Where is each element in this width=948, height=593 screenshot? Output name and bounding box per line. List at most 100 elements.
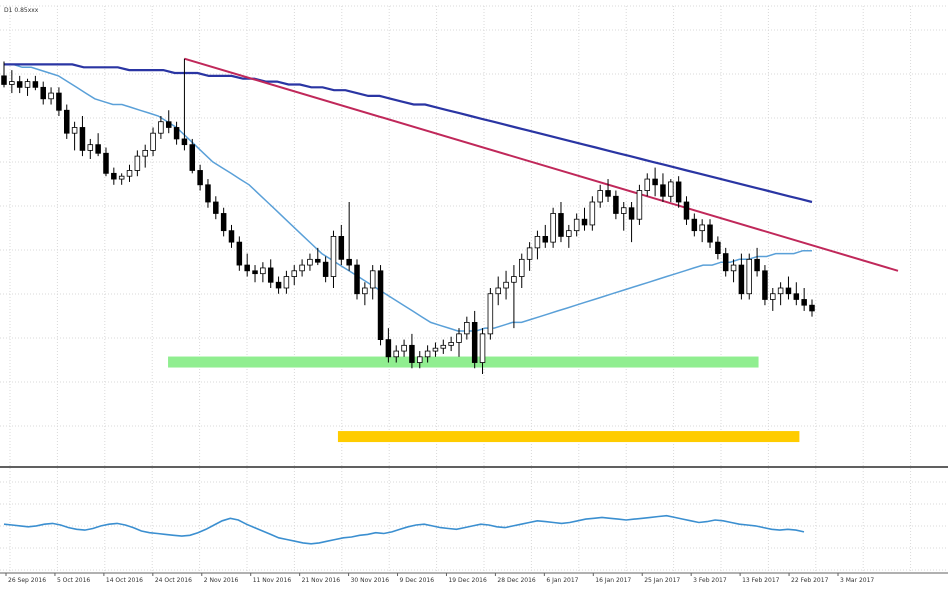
candle-body [511,276,517,283]
candle [118,173,125,185]
oscillator-line [3,514,805,545]
candle [511,265,517,329]
candle-body [550,213,556,243]
candle-body [346,258,352,266]
candle [652,167,658,197]
candle [613,190,619,220]
candle [762,265,768,306]
support-zone-yellow [337,431,800,443]
candle-body [401,344,407,352]
x-tick-label: 19 Dec 2016 [448,577,487,584]
candle-body [307,258,313,266]
candle-body [197,170,203,186]
candle [252,265,258,283]
candle-body [173,127,180,140]
candle-body [660,184,666,197]
x-tick-label: 14 Oct 2016 [106,577,143,584]
candle [385,328,392,363]
candle [597,184,603,208]
candle [205,179,211,208]
x-tick-label: 22 Feb 2017 [791,577,829,584]
candle [722,247,729,277]
candle [589,196,596,231]
candle-body [9,81,15,85]
candle-body [770,293,776,300]
candle [220,207,227,237]
candle [134,150,141,177]
candle-body [393,350,399,358]
candle [777,282,784,306]
candle-body [150,132,156,151]
candle [244,253,250,277]
candle [668,179,674,202]
candle-body [652,178,658,186]
candle [64,104,70,139]
candle-body [542,235,549,243]
candle-body [165,121,172,128]
candle [228,224,235,248]
candle-body [369,270,376,289]
candle-body [707,224,713,243]
candle-body [111,172,117,180]
candle [1,61,7,88]
x-tick-label: 28 Dec 2016 [497,577,536,584]
candle-body [330,235,337,277]
candle-body [205,184,211,203]
candle-body [605,190,611,197]
moving-average-fast-line [4,63,812,332]
x-tick-label: 16 Jan 2017 [595,577,631,584]
candle [9,70,15,94]
x-tick-label: 6 Jan 2017 [546,577,578,584]
candle [644,173,651,197]
x-tick-label: 3 Mar 2017 [840,577,874,584]
candle-body [95,144,101,154]
candle-body [142,149,148,157]
candle-body [432,347,439,352]
candle-body [809,304,815,312]
candle-body [746,258,752,295]
candle-body [479,333,486,363]
candle [471,310,478,369]
candle [142,144,148,168]
candle-body [644,178,651,191]
candle [487,288,494,340]
candle-body [189,144,196,171]
candle [111,167,117,185]
candle-body [518,258,525,277]
candle-body [252,270,258,275]
x-tick-label: 5 Oct 2016 [57,577,90,584]
candle [550,207,556,248]
candle [48,87,54,105]
candle [158,116,164,139]
candle [432,342,439,357]
x-tick-label: 30 Nov 2016 [351,577,390,584]
candle [354,259,360,300]
candle-body [385,339,392,358]
candle [401,339,407,357]
candle [558,202,564,243]
candle-body [495,287,501,295]
candle [683,196,690,225]
candle-body [71,127,78,134]
candle [283,270,290,294]
symbol-label: D1 0.85xxx [4,7,39,14]
x-axis-ticks: 26 Sep 2016 5 Oct 2016 14 Oct 2016 24 Oct 2… [5,573,874,584]
candle-body [16,81,23,88]
candle-body [471,321,478,363]
candle [346,202,352,271]
candle [189,138,196,174]
candle [291,265,298,286]
x-tick-label: 3 Feb 2017 [693,577,727,584]
candle [801,288,807,311]
candle-body [158,121,164,134]
candle [675,176,682,208]
candle-body [24,81,31,88]
candle-body [566,230,572,237]
candle-body [322,261,329,277]
candle [809,299,815,317]
candle [518,253,525,288]
candle [464,316,470,340]
moving-averages [4,63,813,332]
moving-average-slow-line [4,63,813,204]
